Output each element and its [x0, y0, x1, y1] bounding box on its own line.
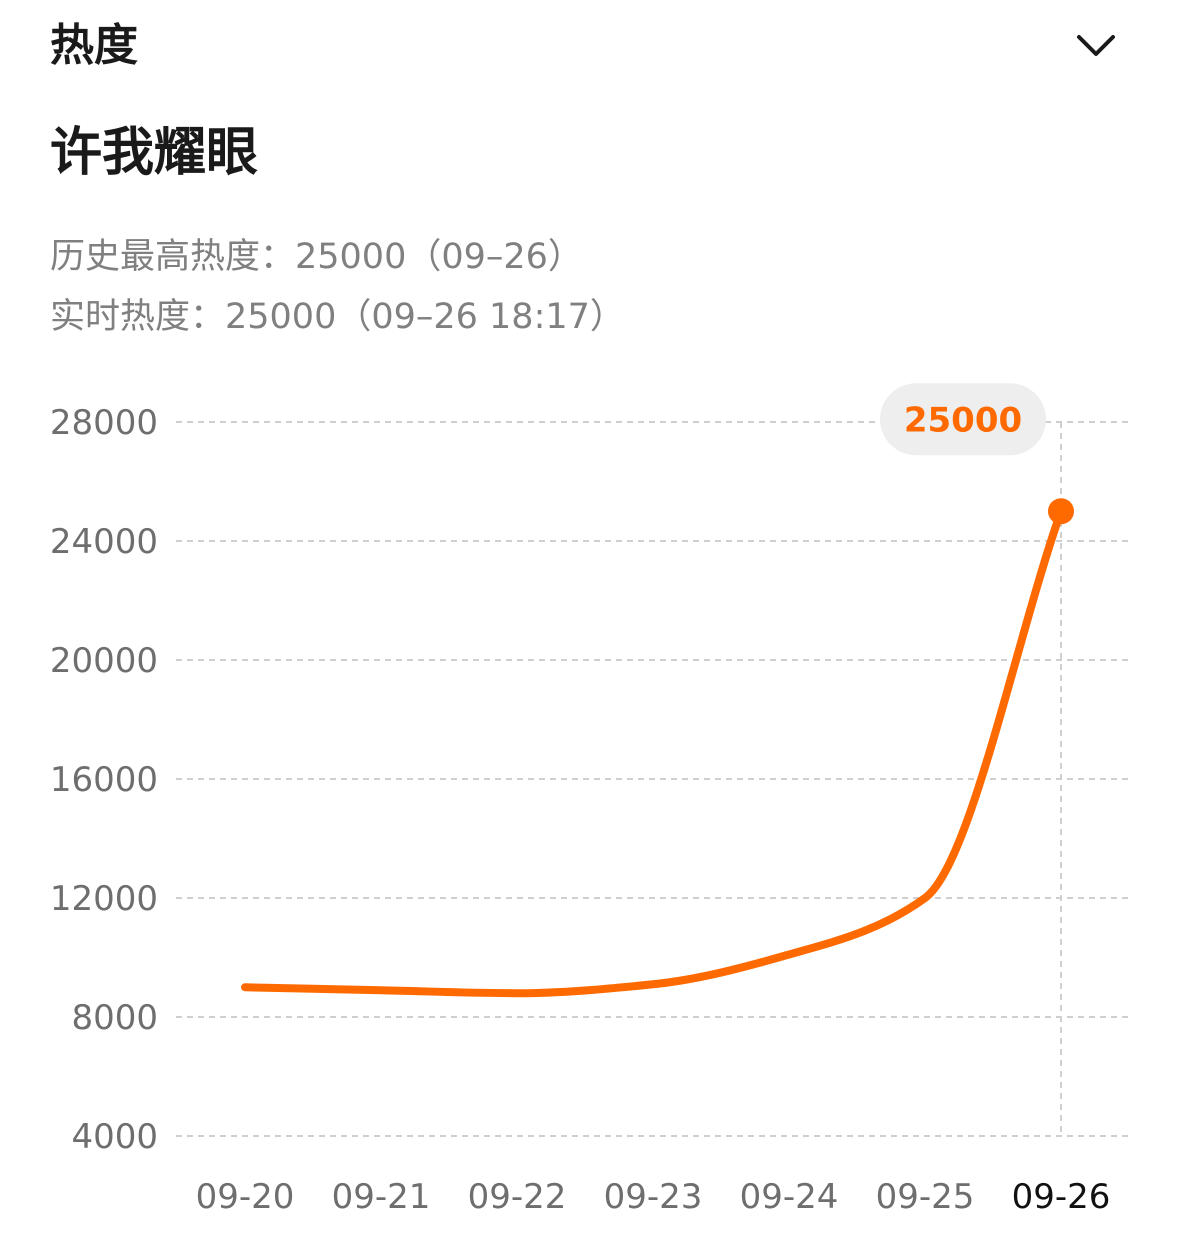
- collapse-toggle-button[interactable]: [1066, 22, 1126, 72]
- x-tick-label[interactable]: 09-21: [332, 1177, 431, 1217]
- y-tick-label: 24000: [50, 522, 158, 562]
- y-tick-label: 4000: [71, 1117, 158, 1157]
- x-tick-label[interactable]: 09-24: [740, 1177, 839, 1217]
- x-axis-ticks: 09-20 09-21 09-22 09-23 09-24 09-25 09-26: [196, 1177, 1111, 1217]
- peak-value-label: 25000: [904, 400, 1022, 440]
- section-title: 热度: [50, 20, 138, 71]
- y-tick-label: 20000: [50, 641, 158, 681]
- series-line: [241, 507, 1065, 998]
- x-tick-label[interactable]: 09-23: [604, 1177, 703, 1217]
- series-lines: [241, 507, 1065, 998]
- x-tick-label[interactable]: 09-25: [876, 1177, 975, 1217]
- peak-label-bubble: [880, 383, 1046, 456]
- song-title: 许我耀眼: [50, 123, 259, 183]
- y-tick-label: 8000: [71, 998, 158, 1038]
- x-tick-label[interactable]: 09-22: [468, 1177, 567, 1217]
- y-tick-label: 28000: [50, 403, 158, 443]
- y-tick-label: 12000: [50, 879, 158, 919]
- peak-annotation: 25000: [880, 383, 1074, 525]
- peak-heat-stat: 历史最高热度：25000（09–26）: [50, 237, 583, 277]
- y-axis-ticks: 28000 24000 20000 16000 12000 8000 4000: [50, 403, 158, 1157]
- live-heat-stat: 实时热度：25000（09–26 18:17）: [50, 297, 625, 337]
- peak-point[interactable]: [1048, 498, 1074, 525]
- chevron-down-icon: [1077, 35, 1115, 56]
- x-tick-label[interactable]: 09-20: [196, 1177, 295, 1217]
- grid-lines: [176, 421, 1128, 1137]
- y-tick-label: 16000: [50, 760, 158, 800]
- x-tick-label[interactable]: 09-26: [1012, 1177, 1111, 1217]
